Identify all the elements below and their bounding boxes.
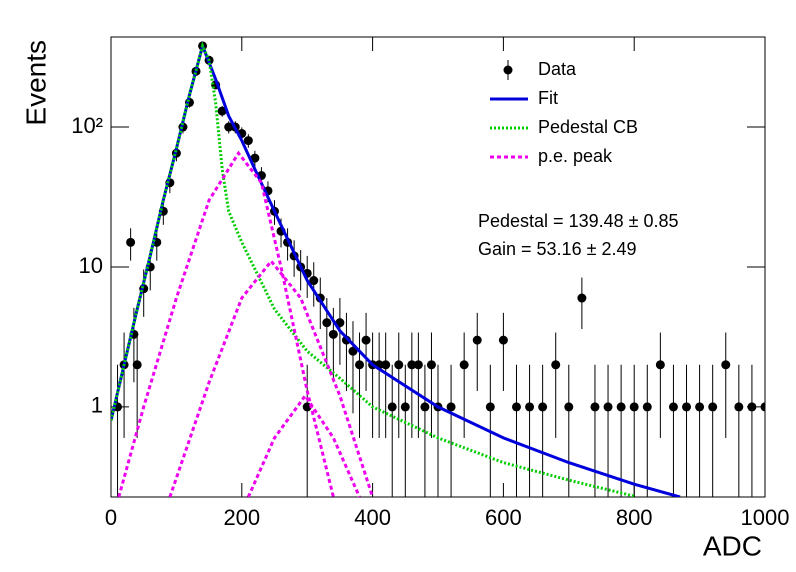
data-point	[747, 402, 757, 412]
data-point	[250, 153, 260, 163]
data-point	[126, 237, 136, 247]
data-point	[682, 402, 692, 412]
y-axis-label: Events	[20, 40, 51, 126]
legend-label: Data	[538, 59, 577, 79]
data-point	[603, 402, 613, 412]
data-point	[564, 402, 574, 412]
fit-curve	[111, 41, 635, 497]
data-point	[760, 402, 765, 412]
y-tick-label: 10	[79, 253, 103, 278]
y-tick-label: 10²	[71, 113, 103, 138]
x-tick-label: 800	[616, 505, 653, 530]
data-point	[387, 402, 397, 412]
data-point	[734, 402, 744, 412]
data-point	[420, 402, 430, 412]
legend-label: p.e. peak	[538, 146, 613, 166]
data-point	[355, 360, 365, 370]
x-axis-label: ADC	[703, 530, 762, 561]
data-point	[577, 293, 587, 303]
data-point	[616, 402, 626, 412]
data-point	[498, 335, 508, 345]
x-tick-label: 600	[485, 505, 522, 530]
plot-area	[111, 41, 765, 497]
data-point	[538, 402, 548, 412]
data-point	[459, 360, 469, 370]
data-point	[721, 360, 731, 370]
x-tick-label: 200	[223, 505, 260, 530]
data-point	[642, 402, 652, 412]
legend-marker	[503, 65, 513, 75]
data-point	[224, 122, 234, 132]
fit-curve	[117, 150, 375, 497]
data-point	[655, 360, 665, 370]
data-point	[485, 402, 495, 412]
data-point	[361, 335, 371, 345]
data-point	[413, 360, 423, 370]
data-point	[525, 402, 535, 412]
x-tick-label: 1000	[741, 505, 790, 530]
data-point	[394, 360, 404, 370]
annotation: Pedestal = 139.48 ± 0.85	[478, 211, 679, 231]
legend-label: Fit	[538, 88, 558, 108]
legend-label: Pedestal CB	[538, 117, 638, 137]
data-point	[217, 106, 227, 116]
data-point	[309, 276, 319, 286]
data-point	[472, 335, 482, 345]
data-point	[426, 360, 436, 370]
data-point	[322, 318, 332, 328]
data-point	[629, 402, 639, 412]
x-tick-label: 0	[105, 505, 117, 530]
y-tick-label: 1	[91, 393, 103, 418]
data-point	[695, 402, 705, 412]
data-point	[348, 346, 358, 356]
x-tick-label: 400	[354, 505, 391, 530]
data-point	[328, 329, 338, 339]
data-point	[551, 360, 561, 370]
annotation: Gain = 53.16 ± 2.49	[478, 239, 637, 259]
data-point	[381, 360, 391, 370]
data-point	[590, 402, 600, 412]
data-point	[511, 402, 521, 412]
data-point	[708, 402, 718, 412]
data-point	[132, 360, 142, 370]
data-point	[243, 136, 253, 146]
data-point	[407, 360, 417, 370]
data-point	[668, 402, 678, 412]
data-point	[400, 402, 410, 412]
data-point	[446, 402, 456, 412]
